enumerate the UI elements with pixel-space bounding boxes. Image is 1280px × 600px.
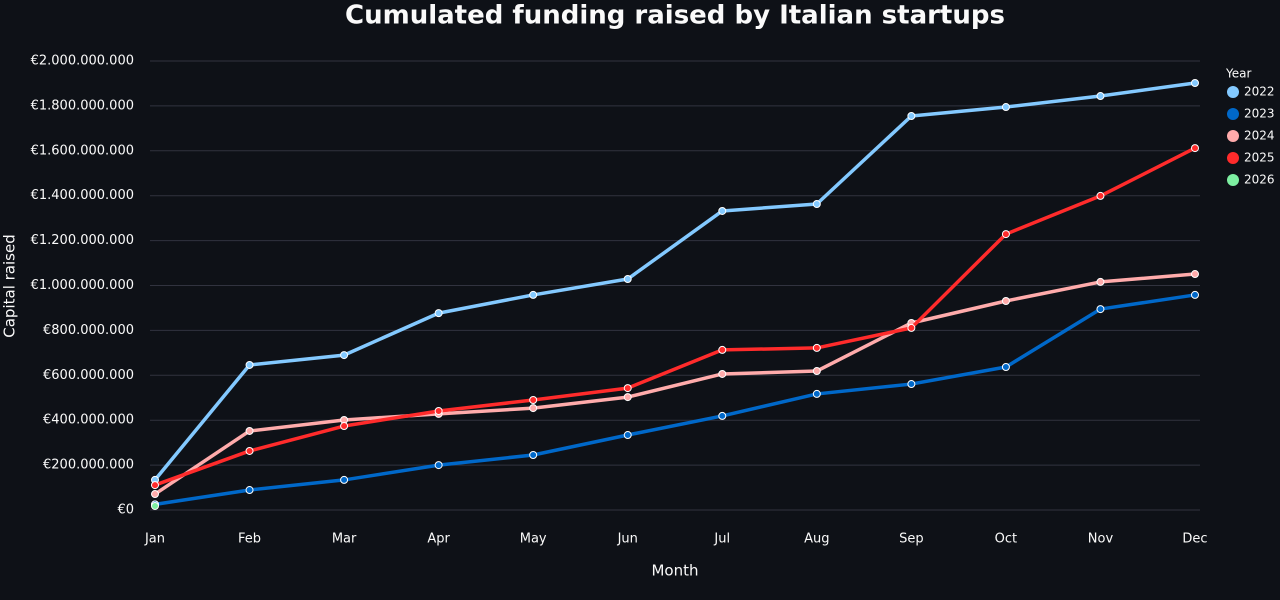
data-point	[1096, 277, 1105, 286]
legend-swatch	[1227, 130, 1239, 142]
data-point	[812, 367, 821, 376]
y-tick-label: €400.000.000	[43, 413, 134, 428]
series-line	[154, 146, 1196, 487]
x-tick-label: Jun	[617, 532, 638, 547]
data-point	[245, 486, 254, 495]
data-point	[151, 481, 159, 490]
legend-label: 2025	[1244, 151, 1275, 165]
y-tick-label: €1.200.000.000	[31, 233, 134, 248]
data-point	[1001, 296, 1010, 305]
legend-swatch	[1227, 152, 1239, 164]
y-axis-title: Capital raised	[1, 234, 19, 337]
data-point	[1001, 103, 1010, 112]
chart-title: Cumulated funding raised by Italian star…	[345, 1, 1005, 31]
data-point	[245, 360, 254, 369]
data-point	[1191, 290, 1199, 299]
x-tick-label: Jan	[144, 532, 165, 547]
legend-swatch	[1227, 174, 1239, 186]
legend-label: 2022	[1244, 85, 1275, 99]
legend-label: 2023	[1244, 107, 1275, 121]
data-point	[623, 384, 632, 393]
legend-label: 2026	[1244, 173, 1275, 187]
series-line	[153, 81, 1196, 482]
data-point	[1096, 305, 1105, 314]
data-point	[718, 369, 727, 378]
data-point	[907, 323, 916, 332]
data-point	[1191, 270, 1199, 279]
x-tick-label: Oct	[995, 532, 1017, 547]
data-point	[907, 380, 916, 389]
series-line	[154, 272, 1196, 496]
data-point	[1096, 92, 1105, 101]
y-tick-label: €2.000.000.000	[31, 54, 134, 69]
data-point	[812, 200, 821, 209]
x-axis-title: Month	[651, 562, 698, 580]
data-point	[1001, 362, 1010, 371]
y-tick-label: €1.800.000.000	[31, 98, 134, 113]
y-tick-label: €800.000.000	[43, 323, 134, 338]
data-point	[529, 290, 538, 299]
data-point	[1191, 79, 1199, 88]
data-point	[340, 422, 349, 431]
data-point	[529, 450, 538, 459]
y-tick-label: €1.000.000.000	[31, 278, 134, 293]
data-point	[245, 446, 254, 455]
data-point	[1096, 191, 1105, 200]
y-tick-label: €600.000.000	[43, 368, 134, 383]
data-point	[907, 112, 916, 121]
x-tick-label: Feb	[238, 532, 261, 547]
data-point	[623, 393, 632, 402]
x-tick-label: Nov	[1088, 532, 1114, 547]
data-point	[340, 351, 349, 360]
data-point	[718, 206, 727, 215]
legend-label: 2024	[1244, 129, 1275, 143]
y-tick-label: €1.600.000.000	[31, 143, 134, 158]
x-tick-label: Apr	[427, 532, 450, 547]
x-tick-label: Aug	[804, 532, 829, 547]
x-tick-label: May	[520, 532, 547, 547]
data-point	[1001, 230, 1010, 239]
x-tick-label: Sep	[899, 532, 924, 547]
x-tick-label: Jul	[713, 532, 730, 547]
y-tick-label: €1.400.000.000	[31, 188, 134, 203]
data-point	[434, 309, 443, 318]
legend-swatch	[1227, 108, 1239, 120]
data-point	[529, 395, 538, 404]
data-point	[812, 343, 821, 352]
data-point	[434, 461, 443, 470]
legend-swatch	[1227, 86, 1239, 98]
series-line	[154, 293, 1196, 507]
data-point	[529, 404, 538, 413]
data-point	[623, 274, 632, 283]
data-point	[812, 389, 821, 398]
data-point	[151, 490, 159, 499]
data-point	[1191, 144, 1199, 153]
data-point	[623, 431, 632, 440]
data-point	[718, 411, 727, 420]
y-tick-label: €200.000.000	[43, 458, 134, 473]
x-tick-label: Mar	[332, 532, 357, 547]
data-point	[718, 345, 727, 354]
data-point	[245, 426, 254, 435]
data-point	[151, 501, 159, 510]
x-tick-label: Dec	[1182, 532, 1207, 547]
data-point	[340, 475, 349, 484]
legend-title: Year	[1225, 67, 1251, 81]
data-point	[434, 406, 443, 415]
y-tick-label: €0	[117, 503, 134, 518]
